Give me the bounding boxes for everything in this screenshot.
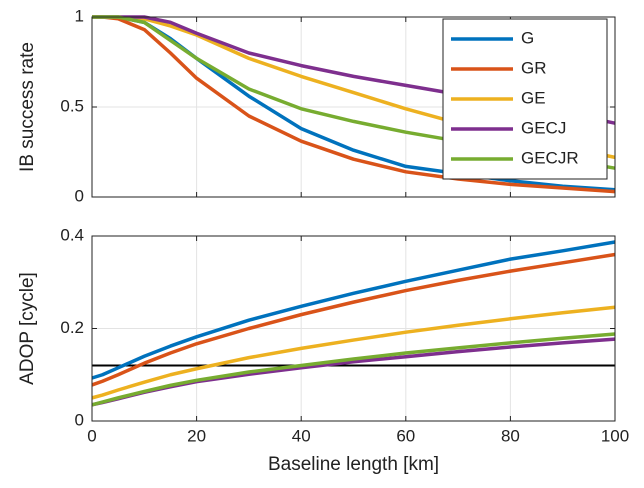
y-tick-label: 0.5 [60, 96, 84, 115]
x-tick-label: 60 [396, 426, 415, 445]
x-tick-label: 40 [292, 426, 311, 445]
plot-frame [91, 235, 616, 422]
data-line [91, 305, 616, 400]
x-tick-label: 100 [601, 426, 629, 445]
x-tick-label: 0 [87, 426, 96, 445]
data-line [92, 15, 616, 194]
y-axis-label: ADOP [cycle] [17, 272, 38, 385]
legend-label: GR [521, 58, 547, 77]
y-tick-label: 0.2 [60, 318, 84, 337]
data-line [91, 332, 616, 407]
y-tick-label: 0 [75, 410, 84, 429]
x-tick-label: 20 [187, 426, 206, 445]
data-line [91, 240, 616, 380]
data-line [91, 252, 616, 387]
y-tick-label: 0.4 [60, 225, 84, 244]
x-tick-label: 80 [501, 426, 520, 445]
legend-label: G [521, 28, 534, 47]
legend-label: GE [521, 88, 546, 107]
y-tick-label: 0 [75, 186, 84, 205]
x-axis-label: Baseline length [km] [268, 454, 439, 475]
plot-frame [91, 16, 616, 198]
legend-label: GECJR [521, 148, 579, 167]
y-tick-label: 1 [75, 6, 84, 25]
y-axis-label: IB success rate [17, 42, 38, 172]
legend-label: GECJ [521, 118, 566, 137]
